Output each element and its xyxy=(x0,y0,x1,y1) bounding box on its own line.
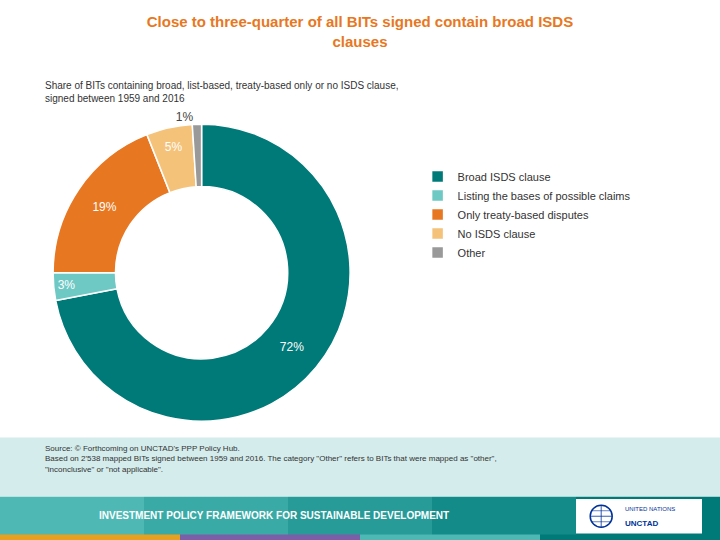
svg-text:INVESTMENT POLICY FRAMEWORK FO: INVESTMENT POLICY FRAMEWORK FOR SUSTAINA… xyxy=(99,510,449,521)
svg-text:72%: 72% xyxy=(280,340,304,354)
svg-text:No ISDS clause: No ISDS clause xyxy=(458,228,536,240)
svg-text:Source: © Forthcoming on UNCTA: Source: © Forthcoming on UNCTAD's PPP Po… xyxy=(45,444,497,474)
svg-text:Broad ISDS clause: Broad ISDS clause xyxy=(458,171,551,183)
svg-text:5%: 5% xyxy=(165,140,183,154)
svg-text:Share of BITs containing broad: Share of BITs containing broad, list-bas… xyxy=(45,80,399,104)
svg-text:Other: Other xyxy=(458,247,486,259)
svg-text:Only treaty-based disputes: Only treaty-based disputes xyxy=(458,209,589,221)
svg-text:19%: 19% xyxy=(92,200,116,214)
svg-text:Listing the bases of possible: Listing the bases of possible claims xyxy=(458,190,631,202)
svg-text:UNCTAD: UNCTAD xyxy=(625,519,658,528)
svg-text:Close to three-quarter of all: Close to three-quarter of all BITs signe… xyxy=(147,13,573,50)
svg-text:UNITED NATIONS: UNITED NATIONS xyxy=(625,506,675,512)
svg-text:3%: 3% xyxy=(58,278,76,292)
svg-text:1%: 1% xyxy=(176,110,194,124)
